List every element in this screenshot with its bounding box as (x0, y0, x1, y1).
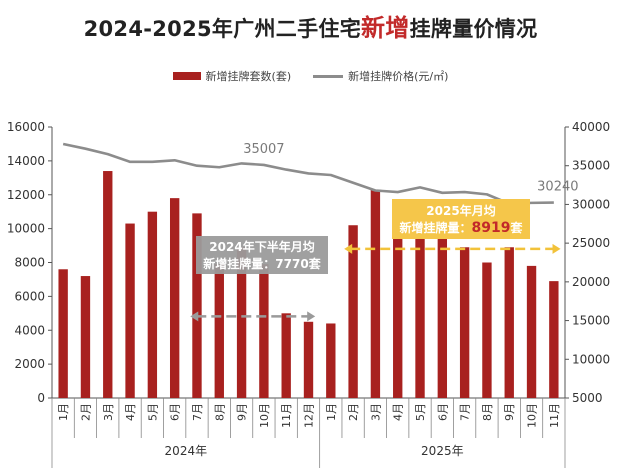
bar (303, 321, 314, 398)
bar (370, 189, 381, 398)
y-right-tick-label: 20000 (572, 275, 610, 289)
x-tick-label: 7月 (191, 403, 204, 421)
x-tick-label: 6月 (169, 403, 182, 421)
x-tick-label: 2月 (347, 403, 360, 421)
bar (125, 223, 135, 398)
chart-title: 2024-2025年广州二手住宅新增挂牌量价情况 (0, 8, 621, 43)
price-line (62, 142, 554, 205)
x-tick-label: 10月 (526, 403, 539, 428)
bar (281, 313, 291, 398)
bar (526, 265, 537, 398)
legend-label-bars: 新增挂牌套数(套) (205, 70, 292, 83)
legend-item-line: 新增挂牌价格(元/㎡) (313, 68, 448, 84)
x-tick-label: 12月 (303, 403, 316, 428)
avg-arrow-2025-head-right (552, 243, 561, 254)
y-right-tick-label: 10000 (572, 352, 610, 366)
x-tick-label: 4月 (124, 403, 137, 421)
legend-swatch-line (313, 74, 344, 78)
avg-box-2025 (392, 199, 530, 239)
bar (103, 171, 113, 398)
y-right-tick-label: 15000 (572, 314, 610, 328)
legend-swatch-bars (172, 72, 201, 80)
bar (259, 264, 269, 398)
legend: 新增挂牌套数(套) 新增挂牌价格(元/㎡) (0, 68, 621, 84)
x-tick-label: 3月 (369, 403, 382, 421)
y-left-tick-label: 14000 (7, 154, 45, 168)
bar (393, 220, 403, 398)
avg-arrow-2025-head-left (344, 243, 353, 254)
x-group-label: 2024年 (165, 444, 208, 458)
title-highlight: 新增 (361, 14, 410, 42)
avg-box-2024-line2: 新增挂牌量：7770套 (203, 256, 321, 271)
avg-arrow-2024-head-left (190, 311, 199, 322)
y-right-tick-label: 25000 (572, 236, 610, 250)
y-left-tick-label: 16000 (7, 120, 45, 134)
bar (236, 247, 247, 398)
avg-box-2025-label: 新增挂牌量： (400, 220, 472, 235)
y-left-tick-label: 12000 (7, 188, 45, 202)
y-left-tick-label: 8000 (14, 256, 45, 270)
avg-arrow-2024-head-right (307, 311, 316, 322)
bar (415, 228, 425, 398)
y-left-tick-label: 2000 (14, 357, 45, 371)
y-left-tick-label: 10000 (7, 222, 45, 236)
avg-box-2025-value: 8919 (472, 220, 511, 236)
x-tick-label: 10月 (258, 403, 271, 428)
x-tick-label: 2月 (79, 403, 92, 421)
bar (549, 281, 559, 398)
bar (80, 276, 91, 398)
bar (437, 232, 448, 398)
y-left-tick-label: 6000 (14, 289, 45, 303)
y-right-tick-label: 35000 (572, 159, 610, 173)
x-tick-label: 6月 (436, 403, 449, 421)
x-tick-label: 9月 (236, 403, 249, 421)
x-tick-label: 1月 (325, 403, 338, 421)
avg-box-2024 (196, 236, 328, 274)
x-tick-label: 1月 (57, 403, 70, 421)
y-right-tick-label: 30000 (572, 197, 610, 211)
x-tick-label: 11月 (548, 403, 561, 428)
x-tick-label: 5月 (146, 403, 159, 421)
price-label-2024: 35007 (243, 142, 284, 157)
y-left-tick-label: 4000 (14, 323, 45, 337)
avg-box-2024-line1: 2024年下半年月均 (209, 239, 314, 254)
title-suffix: 挂牌量价情况 (409, 17, 538, 41)
legend-label-line: 新增挂牌价格(元/㎡) (348, 70, 449, 83)
bar (348, 225, 358, 398)
x-group-label: 2025年 (421, 444, 464, 458)
y-right-tick-label: 5000 (572, 391, 603, 405)
bar (326, 323, 336, 398)
x-tick-label: 8月 (481, 403, 494, 421)
bar (482, 262, 492, 398)
title-prefix: 2024-2025年广州二手住宅 (83, 17, 361, 41)
price-label-2025: 30240 (537, 180, 578, 195)
bar (192, 213, 202, 398)
x-tick-label: 8月 (213, 403, 226, 421)
avg-box-2025-unit: 套 (509, 220, 523, 235)
bar (459, 247, 470, 398)
x-tick-label: 11月 (280, 403, 293, 428)
y-right-tick-label: 40000 (572, 120, 610, 134)
bar (58, 269, 68, 398)
avg-box-2025-line2: 新增挂牌量：8919套 (400, 220, 524, 236)
y-left-tick-label: 0 (37, 391, 45, 405)
x-tick-label: 7月 (459, 403, 472, 421)
bar (147, 211, 158, 398)
bar (214, 264, 224, 398)
bar (169, 198, 180, 398)
legend-item-bars: 新增挂牌套数(套) (172, 68, 292, 84)
x-tick-label: 4月 (392, 403, 405, 421)
avg-box-2025-line1: 2025年月均 (426, 203, 495, 218)
x-tick-label: 9月 (503, 403, 516, 421)
bar (504, 247, 514, 398)
x-tick-label: 3月 (102, 403, 115, 421)
x-tick-label: 5月 (414, 403, 427, 421)
